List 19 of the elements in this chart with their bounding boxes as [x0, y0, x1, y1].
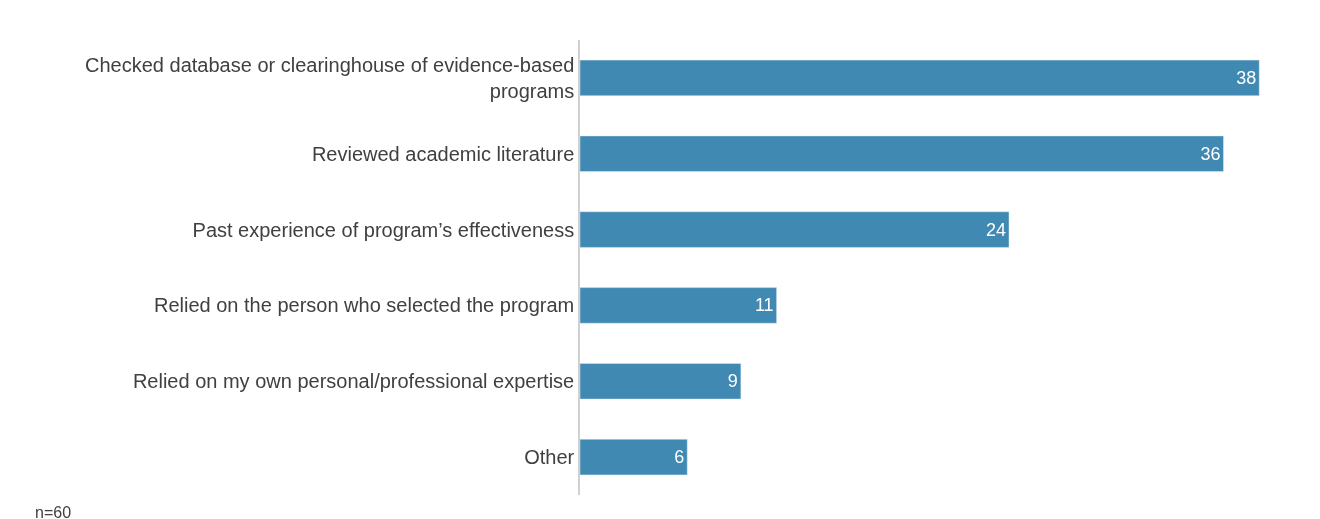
y-tick-label: Checked database or clearinghouse of evidence-based programs	[85, 53, 575, 102]
y-tick-label: Past experience of program’s effectiveness	[192, 218, 575, 241]
y-tick-label: Relied on the person who selected the program	[153, 294, 575, 317]
bar	[580, 59, 1260, 96]
y-tick-label: Relied on my own personal/professional expertise	[132, 370, 575, 393]
data-label: 9	[727, 371, 738, 392]
bar	[580, 439, 688, 476]
data-label: 11	[754, 295, 774, 316]
y-tick-label: Other	[524, 446, 575, 469]
data-label: 24	[985, 219, 1006, 240]
y-tick-label: Reviewed academic literature	[311, 142, 575, 165]
bar	[580, 135, 1224, 172]
text: n=60	[35, 504, 72, 519]
data-label: 38	[1236, 67, 1257, 88]
bar	[580, 211, 1010, 248]
bar	[580, 363, 742, 400]
data-label: 6	[674, 447, 685, 468]
data-label: 36	[1200, 143, 1221, 164]
bar	[580, 287, 777, 324]
